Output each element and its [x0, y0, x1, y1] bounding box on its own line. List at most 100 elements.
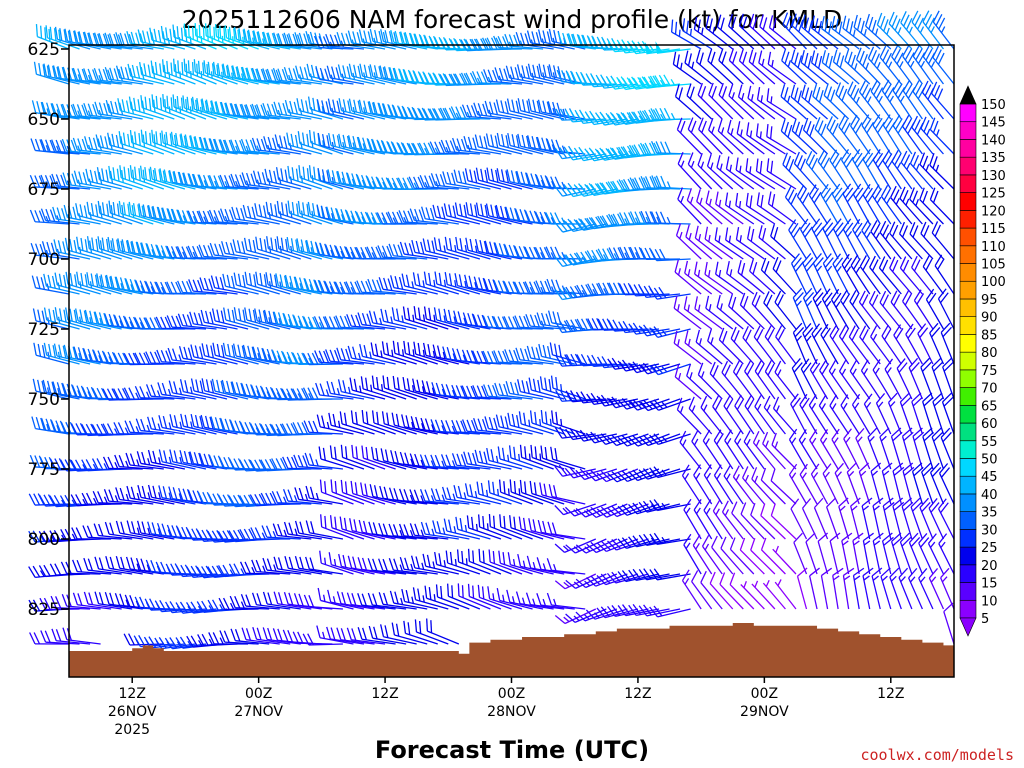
barb-feather	[118, 102, 124, 116]
barb-feather	[201, 633, 209, 646]
barb-staff	[173, 36, 207, 50]
barb-feather	[422, 349, 426, 357]
barb-feather	[407, 307, 411, 321]
barb-feather	[210, 100, 214, 114]
barb-feather	[595, 216, 604, 228]
barb-staff	[404, 285, 438, 295]
barb-staff	[384, 423, 417, 435]
barb-feather	[208, 138, 214, 151]
wind-barb	[179, 379, 217, 400]
barb-feather	[163, 64, 167, 78]
barb-feather	[292, 631, 299, 644]
barb-feather	[414, 619, 418, 633]
barb-feather	[127, 203, 131, 217]
barb-feather	[415, 416, 420, 430]
barb-feather	[411, 106, 418, 119]
barb-feather	[411, 596, 415, 604]
barb-staff	[520, 423, 554, 435]
barb-feather	[493, 242, 499, 255]
barb-feather	[144, 317, 152, 330]
barb-feather	[383, 277, 389, 291]
barb-feather	[269, 492, 277, 505]
barb-staff	[99, 285, 133, 295]
barb-feather	[256, 627, 262, 641]
barb-feather	[433, 314, 436, 322]
barb-feather	[303, 316, 310, 329]
barb-feather	[342, 99, 347, 112]
barb-staff	[130, 532, 164, 540]
barb-feather	[131, 135, 135, 148]
barb-feather	[245, 139, 251, 152]
wind-barb	[401, 273, 438, 295]
barb-feather	[201, 343, 206, 356]
barb-feather	[212, 61, 217, 75]
barb-feather	[226, 64, 231, 78]
barb-feather	[229, 595, 236, 608]
barb-feather	[287, 629, 294, 643]
wind-barb	[429, 141, 470, 155]
barb-feather	[129, 594, 135, 608]
wind-barb	[575, 217, 617, 231]
barb-feather	[449, 238, 453, 251]
barb-staff	[99, 212, 133, 225]
barb-feather	[233, 272, 238, 286]
barb-feather	[154, 637, 163, 649]
wind-barb	[378, 592, 417, 610]
barb-feather	[387, 142, 394, 155]
wind-barb	[40, 630, 80, 645]
barb-feather	[158, 637, 167, 649]
wind-barb	[450, 106, 491, 120]
barb-staff	[341, 391, 375, 400]
barb-staff	[56, 218, 91, 225]
barb-feather	[355, 246, 363, 259]
barb-feather	[242, 36, 245, 44]
barb-feather	[513, 349, 519, 363]
barb-feather	[235, 207, 241, 220]
barb-feather	[554, 505, 564, 516]
barb-feather	[188, 173, 194, 186]
wind-barb	[483, 384, 523, 400]
barb-staff	[467, 463, 502, 470]
wind-barb	[255, 271, 291, 295]
barb-feather	[155, 131, 158, 144]
barb-feather	[187, 347, 193, 361]
barb-feather	[251, 592, 258, 605]
barb-feather	[159, 97, 163, 111]
barb-feather	[531, 346, 536, 360]
barb-staff	[500, 526, 533, 540]
barb-feather	[584, 183, 593, 195]
barb-feather	[483, 278, 489, 291]
wind-barb	[361, 445, 396, 470]
barb-feather	[516, 415, 520, 428]
barb-feather	[284, 99, 290, 113]
barb-feather	[138, 203, 143, 216]
barb-feather	[186, 602, 194, 614]
barb-feather	[548, 28, 553, 42]
wind-barb	[61, 138, 101, 155]
barb-feather	[302, 315, 309, 328]
barb-feather	[238, 308, 242, 322]
barb-feather	[412, 272, 417, 285]
barb-feather	[140, 66, 145, 80]
barb-feather	[170, 131, 175, 145]
barb-feather	[467, 583, 471, 597]
wind-barb	[115, 556, 154, 575]
wind-barb	[164, 637, 207, 650]
barb-feather	[297, 393, 302, 400]
barb-feather	[110, 100, 115, 114]
wind-barb	[159, 168, 196, 190]
barb-feather	[122, 132, 126, 146]
barb-feather	[555, 376, 558, 390]
barb-feather	[121, 239, 126, 252]
barb-feather	[555, 139, 561, 152]
barb-feather	[370, 384, 373, 392]
barb-feather	[548, 378, 552, 392]
barb-feather	[412, 378, 416, 392]
barb-feather	[357, 352, 362, 360]
barb-feather	[98, 68, 104, 81]
barb-feather	[275, 423, 283, 436]
barb-feather	[71, 68, 77, 81]
barb-feather	[92, 69, 98, 82]
barb-feather	[219, 101, 225, 115]
wind-barb	[540, 445, 575, 470]
